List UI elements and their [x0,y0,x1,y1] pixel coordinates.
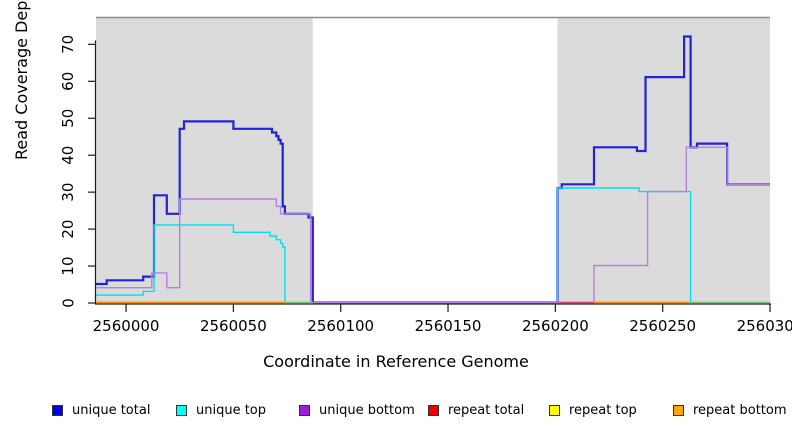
unique-top-swatch-icon [176,404,187,416]
y-tick-label: 40 [59,146,77,165]
repeat-top-swatch-icon [549,404,560,416]
x-tick-label: 2560200 [522,317,589,335]
y-tick-label: 70 [59,35,77,54]
unique-total-swatch-icon [52,404,63,416]
y-tick-label: 50 [59,109,77,128]
y-tick-label: 0 [59,298,77,308]
y-tick-label: 20 [59,220,77,239]
unique-bottom-swatch-icon [299,404,310,416]
series-unique-bottom [96,198,312,303]
legend-item-unique-total: unique total [52,402,150,418]
series-unique-bottom [593,146,770,303]
x-tick-label: 2560100 [307,317,374,335]
legend-item-repeat-bottom: repeat bottom [673,402,787,418]
x-tick-label: 2560000 [93,317,160,335]
y-tick-label: 60 [59,72,77,91]
series-unique-total [556,35,770,303]
x-tick-label: 2560050 [200,317,267,335]
x-tick-label: 2560300 [737,317,792,335]
legend-item-repeat-top: repeat top [549,402,637,418]
repeat-bottom-swatch-icon [673,404,684,416]
shaded-region-1 [557,17,770,303]
repeat-total-swatch-icon [428,404,439,416]
legend-item-repeat-total: repeat total [428,402,524,418]
y-tick-label: 10 [59,257,77,276]
legend-item-unique-bottom: unique bottom [299,402,415,418]
x-tick-label: 2560250 [629,317,696,335]
series-unique-top [556,187,692,303]
legend-item-unique-top: unique top [176,402,266,418]
x-axis-title: Coordinate in Reference Genome [263,352,529,371]
y-tick-label: 30 [59,183,77,202]
legend: unique total unique top unique bottom re… [0,402,792,422]
x-tick-label: 2560150 [415,317,482,335]
shaded-region-0 [96,17,313,303]
coverage-plot: 0 10 20 30 40 50 60 70 2560000 2560050 2560100 2560… [59,16,792,335]
series-unique-top [96,224,286,303]
